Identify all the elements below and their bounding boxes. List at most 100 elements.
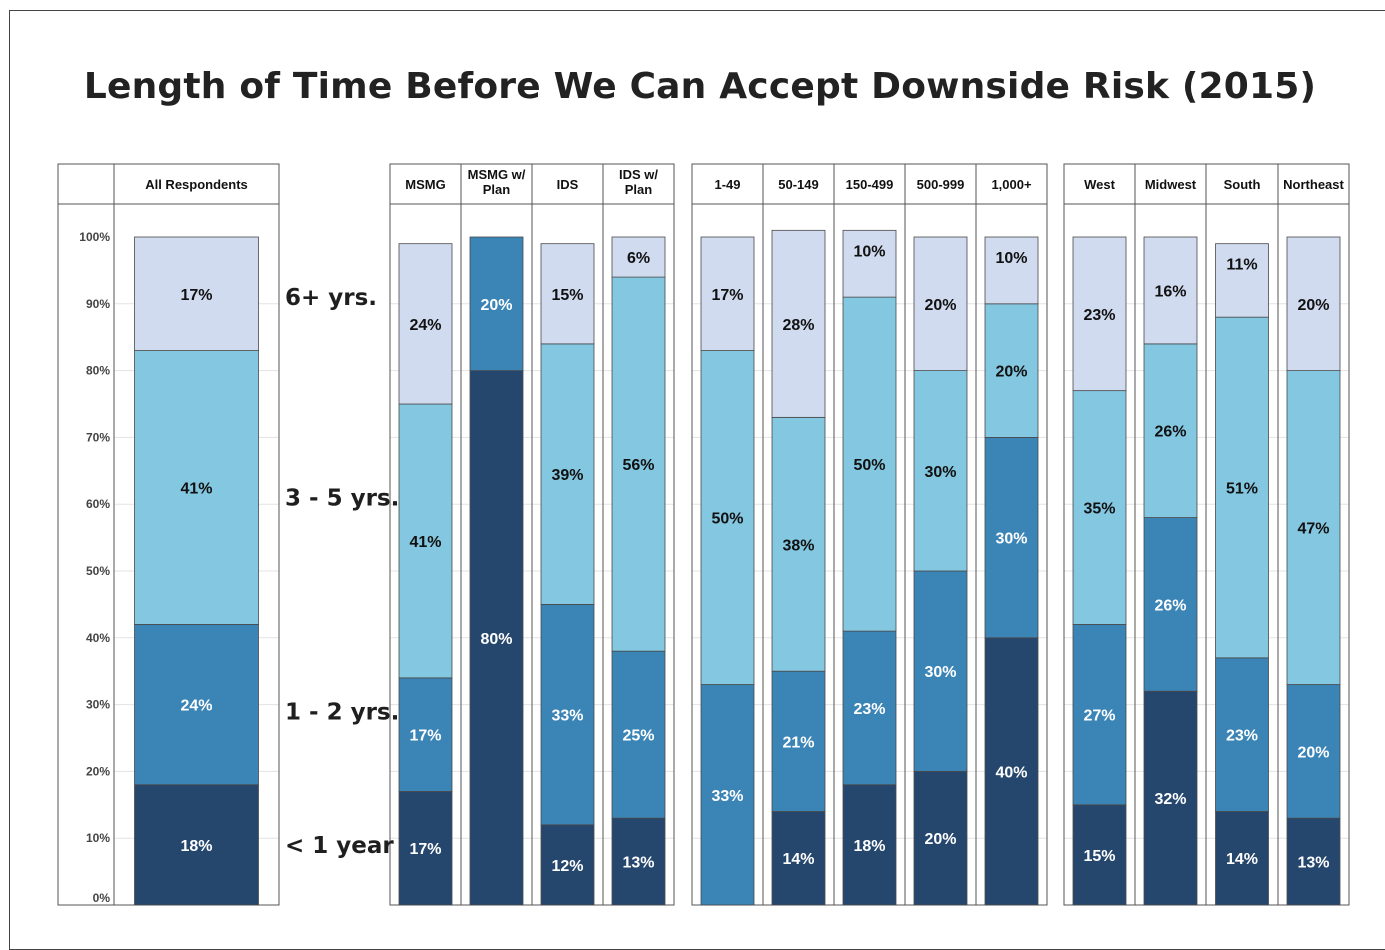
bar-segment	[913, 771, 968, 906]
data-label: 6%	[627, 250, 650, 267]
column-header: 1-49	[714, 177, 740, 192]
data-label: 23%	[853, 701, 885, 718]
bar-segment	[700, 684, 755, 906]
data-label: 13%	[1297, 855, 1329, 872]
chart-title: Length of Time Before We Can Accept Down…	[83, 66, 1317, 107]
data-label: 50%	[711, 511, 743, 528]
bar-segment	[842, 630, 897, 786]
bar-segment	[1143, 517, 1198, 692]
data-label: 11%	[1226, 257, 1257, 274]
data-label: 50%	[853, 457, 885, 474]
y-tick-label: 30%	[86, 698, 110, 712]
bar-segment	[984, 236, 1039, 305]
data-label: 28%	[782, 317, 814, 334]
data-label: 27%	[1083, 708, 1115, 725]
data-label: 41%	[180, 481, 212, 498]
column-header: MSMG	[405, 177, 445, 192]
data-label: 13%	[622, 855, 654, 872]
data-label: 20%	[1297, 297, 1329, 314]
bar-segment	[540, 243, 595, 345]
bar-segment	[913, 236, 968, 372]
bar-segment	[540, 604, 595, 826]
bar-segment	[1072, 236, 1127, 392]
bar-segment	[398, 243, 453, 405]
y-tick-label: 20%	[86, 764, 110, 778]
column-header: South	[1224, 177, 1261, 192]
bar-segment	[984, 637, 1039, 906]
data-label: 20%	[995, 364, 1027, 381]
bar-segment	[771, 229, 826, 418]
data-label: 20%	[924, 297, 956, 314]
y-tick-label: 90%	[86, 297, 110, 311]
data-label: 23%	[1083, 307, 1115, 324]
bar-segment	[1215, 243, 1269, 318]
y-tick-label: 40%	[86, 631, 110, 645]
bar-segment	[1143, 236, 1198, 345]
category-label: 6+ yrs.	[285, 285, 377, 311]
y-tick-label: 50%	[86, 564, 110, 578]
bar-segment	[700, 236, 755, 351]
category-label: < 1 year	[285, 833, 394, 859]
stacked-bar-chart: 0% 10% 20% 30% 40% 50% 60% 70% 80% 90% 100% All Res…	[57, 163, 1350, 906]
bar-segment	[611, 236, 666, 278]
data-label: 14%	[782, 851, 814, 868]
data-label: 24%	[180, 698, 212, 715]
data-label: 17%	[409, 841, 441, 858]
bar-segment	[1143, 343, 1198, 518]
y-tick-label: 100%	[79, 230, 110, 244]
bar-segment	[842, 229, 897, 298]
bar-segment	[469, 236, 524, 372]
data-label: 26%	[1154, 424, 1186, 441]
column-header: 50-149	[778, 177, 818, 192]
data-label: 20%	[1297, 744, 1329, 761]
data-label: 32%	[1154, 791, 1186, 808]
data-label: 15%	[1083, 848, 1115, 865]
column-header: 1,000+	[991, 177, 1032, 192]
data-label: 40%	[995, 764, 1027, 781]
bar-segment	[611, 817, 666, 906]
y-tick-label: 60%	[86, 497, 110, 511]
data-label: 56%	[622, 457, 654, 474]
data-label: 14%	[1226, 851, 1258, 868]
column-header: IDS w/	[619, 167, 658, 182]
column-header: Northeast	[1283, 177, 1344, 192]
data-label: 38%	[782, 537, 814, 554]
bar-segment	[842, 784, 897, 906]
data-label: 30%	[924, 664, 956, 681]
bar-segment	[1072, 390, 1127, 625]
data-label: 23%	[1226, 728, 1258, 745]
data-label: 80%	[480, 631, 512, 648]
y-tick-label: 70%	[86, 430, 110, 444]
data-label: 24%	[409, 317, 441, 334]
data-label: 17%	[711, 287, 743, 304]
bar-segment	[984, 436, 1039, 639]
column-header: West	[1084, 177, 1115, 192]
data-label: 15%	[551, 287, 583, 304]
y-tick-label: 80%	[86, 364, 110, 378]
data-label: 17%	[180, 287, 212, 304]
bar-segment	[469, 370, 524, 906]
data-label: 10%	[853, 243, 885, 260]
bar-segment	[611, 276, 666, 652]
data-label: 12%	[551, 858, 583, 875]
bar-segment	[1143, 690, 1198, 906]
column-header: Midwest	[1145, 177, 1197, 192]
bar-segment	[1215, 316, 1269, 659]
bar-segment	[611, 650, 666, 819]
data-label: 21%	[782, 734, 814, 751]
data-label: 30%	[924, 464, 956, 481]
bar-segment	[398, 677, 453, 792]
bar-segment	[540, 343, 595, 605]
bar-segment	[700, 350, 755, 685]
data-label: 25%	[622, 728, 654, 745]
bar-segment	[984, 303, 1039, 438]
column-header: Plan	[625, 182, 653, 197]
bar-segment	[398, 791, 453, 906]
bar-segment	[1286, 684, 1341, 819]
bar-segment	[1072, 624, 1127, 806]
data-label: 51%	[1226, 481, 1258, 498]
data-label: 35%	[1083, 501, 1115, 518]
bar-segment	[842, 296, 897, 632]
bar-segment	[1072, 804, 1127, 906]
bar-segment	[134, 784, 259, 906]
